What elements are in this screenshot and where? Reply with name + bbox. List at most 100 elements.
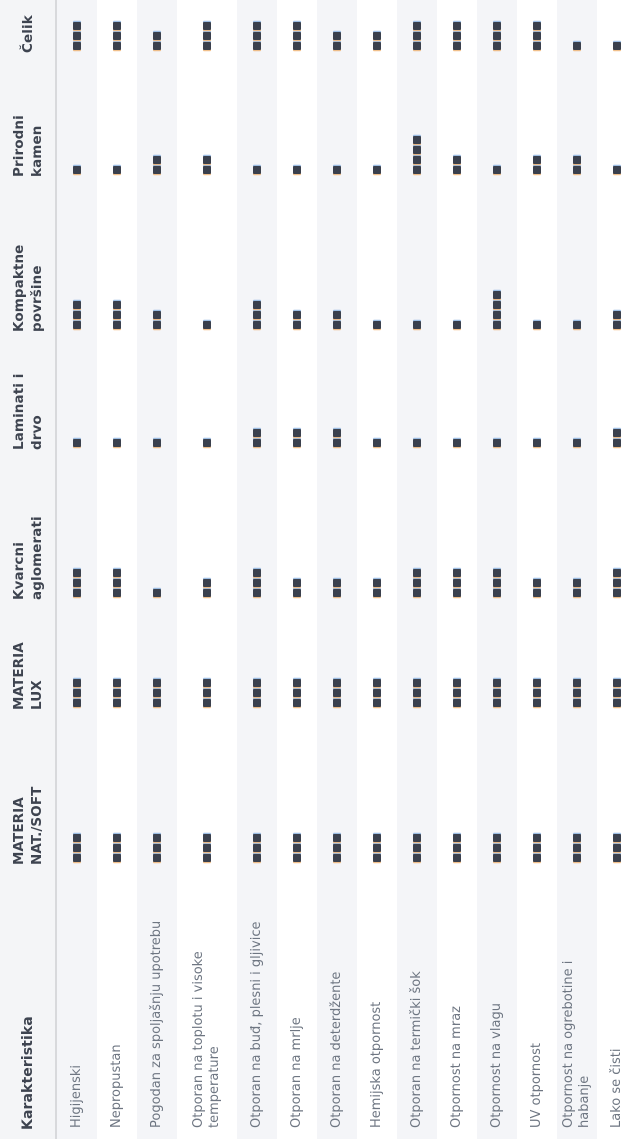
rating-dot bbox=[333, 579, 341, 587]
rating-dot bbox=[493, 311, 501, 319]
rating-dot bbox=[333, 42, 341, 50]
rating-dot bbox=[493, 689, 501, 697]
rating-dot bbox=[253, 834, 261, 842]
rating-dot bbox=[203, 156, 211, 164]
characteristic-label: Otporan na toplotu i visoke temperature bbox=[191, 951, 222, 1128]
rating-cell bbox=[317, 0, 357, 68]
rating-dot bbox=[203, 579, 211, 587]
characteristic-label-cell: Otpornost na vlagu bbox=[477, 880, 517, 1139]
rating-cell bbox=[137, 347, 177, 465]
rating-dot bbox=[533, 42, 541, 50]
rating-dot bbox=[113, 699, 121, 707]
rating-cell bbox=[397, 347, 437, 465]
rating-dot bbox=[73, 834, 81, 842]
rating-cell bbox=[237, 347, 277, 465]
rating-cell bbox=[357, 725, 397, 880]
rating-dot bbox=[293, 32, 301, 40]
rating-dot bbox=[153, 32, 161, 40]
rating-dot bbox=[73, 844, 81, 852]
rating-dot bbox=[453, 689, 461, 697]
rating-dot bbox=[203, 834, 211, 842]
rating-dot bbox=[613, 679, 621, 687]
rating-dot bbox=[203, 439, 211, 447]
rating-cell bbox=[237, 0, 277, 68]
rating-dot bbox=[373, 579, 381, 587]
rating-cell bbox=[477, 465, 517, 615]
rating-dot bbox=[413, 679, 421, 687]
rating-cell bbox=[137, 68, 177, 192]
rating-dot bbox=[293, 844, 301, 852]
rating-cell bbox=[177, 192, 237, 347]
rating-dot bbox=[613, 699, 621, 707]
rating-dot bbox=[153, 834, 161, 842]
rating-cell bbox=[317, 465, 357, 615]
rating-cell bbox=[357, 68, 397, 192]
characteristic-label-cell: Otporan na deterdžente bbox=[317, 880, 357, 1139]
rating-dot bbox=[113, 844, 121, 852]
rating-dot bbox=[533, 844, 541, 852]
rating-dot bbox=[533, 579, 541, 587]
rating-dot bbox=[533, 32, 541, 40]
rating-cell bbox=[57, 192, 97, 347]
material-header: Laminati i drvo bbox=[0, 347, 57, 465]
characteristic-label-cell: Lako se čisti bbox=[597, 880, 636, 1139]
rating-cell bbox=[137, 192, 177, 347]
rating-dot bbox=[573, 689, 581, 697]
characteristic-label: Hemijska otpornost bbox=[369, 1001, 384, 1128]
rating-dot bbox=[373, 321, 381, 329]
rating-dot bbox=[413, 579, 421, 587]
material-header: Prirodni kamen bbox=[0, 68, 57, 192]
characteristic-label-cell: Otporan na toplotu i visoke temperature bbox=[177, 880, 237, 1139]
rating-dot bbox=[573, 156, 581, 164]
rating-cell bbox=[57, 0, 97, 68]
rating-dot bbox=[113, 854, 121, 862]
rating-dot bbox=[153, 844, 161, 852]
table-header-karakteristika: Karakteristika bbox=[0, 880, 57, 1139]
rating-dot bbox=[333, 834, 341, 842]
rating-dot bbox=[253, 301, 261, 309]
rating-dot bbox=[533, 679, 541, 687]
characteristic-label: Pogodan za spoljašnju upotrebu bbox=[149, 920, 164, 1128]
rating-cell bbox=[137, 725, 177, 880]
rating-dot bbox=[413, 689, 421, 697]
rating-dot bbox=[413, 699, 421, 707]
characteristic-label: Otporan na mrlje bbox=[289, 1017, 304, 1128]
rating-cell bbox=[557, 347, 597, 465]
rating-dot bbox=[293, 22, 301, 30]
rating-cell bbox=[477, 0, 517, 68]
rating-cell bbox=[317, 347, 357, 465]
rating-dot bbox=[293, 429, 301, 437]
characteristic-label-cell: Otporan na termički šok bbox=[397, 880, 437, 1139]
rating-dot bbox=[203, 321, 211, 329]
rating-dot bbox=[203, 22, 211, 30]
rating-dot bbox=[613, 689, 621, 697]
rating-dot bbox=[253, 42, 261, 50]
rating-dot bbox=[573, 679, 581, 687]
rating-dot bbox=[253, 321, 261, 329]
rating-dot bbox=[453, 321, 461, 329]
rating-dot bbox=[373, 699, 381, 707]
characteristic-label: Otpornost na vlagu bbox=[489, 1003, 504, 1128]
characteristic-label-cell: Otpornost na ogrebotine i habanje bbox=[557, 880, 597, 1139]
rating-dot bbox=[73, 579, 81, 587]
rating-dot bbox=[413, 136, 421, 144]
rating-dot bbox=[333, 321, 341, 329]
rating-cell bbox=[237, 725, 277, 880]
rating-dot bbox=[73, 439, 81, 447]
rating-dot bbox=[573, 42, 581, 50]
rating-dot bbox=[203, 854, 211, 862]
rating-dot bbox=[113, 321, 121, 329]
rating-dot bbox=[493, 22, 501, 30]
rating-dot bbox=[153, 589, 161, 597]
rating-dot bbox=[113, 301, 121, 309]
rating-dot bbox=[333, 429, 341, 437]
material-header: MATERIA NAT./SOFT bbox=[0, 725, 57, 880]
rating-cell bbox=[137, 615, 177, 725]
rating-cell bbox=[317, 68, 357, 192]
rating-dot bbox=[413, 589, 421, 597]
rating-dot bbox=[253, 439, 261, 447]
rating-dot bbox=[113, 22, 121, 30]
rating-cell bbox=[177, 68, 237, 192]
rating-dot bbox=[373, 439, 381, 447]
